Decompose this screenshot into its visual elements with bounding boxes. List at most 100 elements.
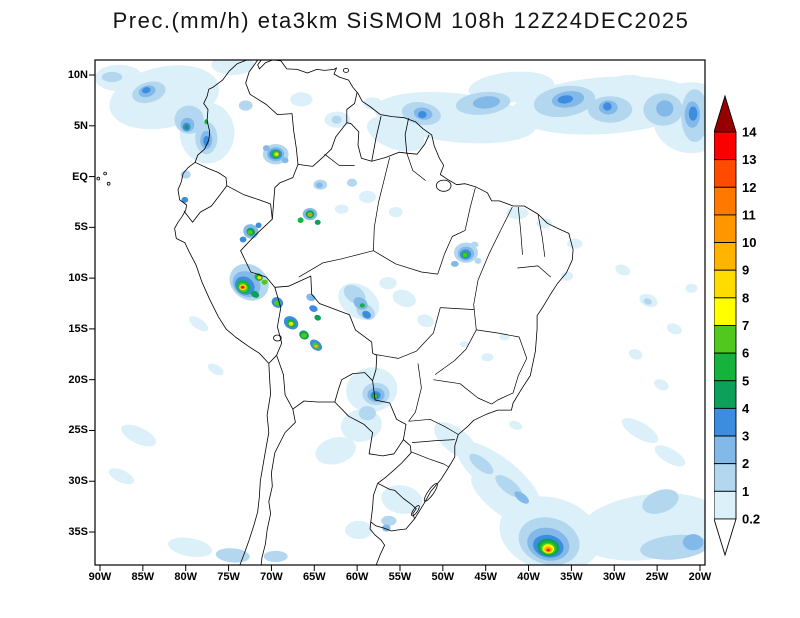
precip-cell bbox=[388, 207, 403, 218]
state-border bbox=[440, 307, 475, 310]
country-border bbox=[404, 118, 409, 154]
colorbar-label: 5 bbox=[742, 373, 749, 388]
country-border bbox=[240, 218, 276, 288]
precip-cell bbox=[180, 170, 191, 179]
x-axis-label: 30W bbox=[602, 571, 626, 583]
colorbar-box bbox=[714, 159, 737, 188]
country-border bbox=[297, 122, 352, 167]
precip-cell bbox=[261, 279, 268, 285]
colorbar-label: 4 bbox=[742, 401, 750, 416]
colorbar-box bbox=[714, 186, 737, 216]
colorbar-box bbox=[714, 380, 737, 409]
state-border bbox=[410, 451, 449, 468]
precip-cell bbox=[288, 321, 294, 326]
precip-cell bbox=[557, 95, 574, 104]
colorbar-label: 2 bbox=[742, 456, 749, 471]
precip-cell bbox=[470, 241, 479, 248]
precip-cell bbox=[628, 348, 643, 360]
precip-cell bbox=[392, 289, 416, 308]
map-plot bbox=[89, 59, 706, 571]
y-axis-label: 10N bbox=[67, 69, 88, 81]
precip-cell bbox=[685, 283, 698, 293]
colorbar-label: 0.2 bbox=[742, 512, 760, 527]
precip-cell bbox=[314, 314, 322, 321]
country-border bbox=[260, 409, 296, 565]
lake-titicaca bbox=[273, 334, 282, 342]
colorbar-box bbox=[714, 269, 737, 299]
precip-cell bbox=[274, 152, 279, 156]
country-border bbox=[274, 287, 283, 356]
precip-cell bbox=[362, 310, 371, 319]
country-border bbox=[276, 355, 294, 410]
map-borders bbox=[96, 60, 574, 565]
colorbar-label: 3 bbox=[742, 429, 749, 444]
x-axis-label: 70W bbox=[260, 571, 283, 583]
precip-cell bbox=[546, 549, 550, 552]
precip-cell bbox=[381, 515, 397, 526]
y-axis-label: 30S bbox=[68, 475, 88, 488]
colorbar-box bbox=[714, 435, 737, 465]
state-border bbox=[464, 187, 476, 231]
precip-cell bbox=[666, 323, 682, 335]
x-axis-label: 50W bbox=[431, 571, 455, 583]
state-border bbox=[324, 153, 355, 166]
lagoa-mirim bbox=[411, 505, 420, 517]
tick-marks bbox=[89, 74, 701, 571]
precip-cell bbox=[450, 260, 459, 267]
colorbar-label: 8 bbox=[742, 290, 749, 305]
precip-cell bbox=[418, 111, 427, 119]
precip-cell bbox=[314, 344, 318, 348]
precip-cell bbox=[346, 178, 358, 187]
country-border bbox=[194, 161, 228, 186]
colorbar-label: 6 bbox=[742, 346, 749, 361]
y-axis-label: EQ bbox=[72, 170, 88, 183]
precip-cell bbox=[301, 333, 307, 338]
precip-cell bbox=[257, 276, 262, 280]
x-axis-label: 60W bbox=[345, 571, 369, 583]
colorbar-label: 14 bbox=[742, 125, 757, 140]
state-border bbox=[416, 307, 441, 352]
precip-cell bbox=[203, 135, 210, 147]
plot-title: Prec.(mm/h) eta3km SiSMOM 108h 12Z24DEC2… bbox=[112, 8, 690, 33]
precip-cell bbox=[239, 236, 247, 243]
precip-cell bbox=[460, 341, 469, 348]
precip-cell bbox=[474, 257, 482, 264]
country-border bbox=[274, 275, 378, 381]
y-axis-label: 35S bbox=[68, 526, 88, 539]
precip-cell bbox=[642, 489, 679, 514]
country-border bbox=[334, 401, 404, 457]
colorbar-bottom-arrow bbox=[714, 518, 737, 557]
precip-cell bbox=[367, 116, 425, 152]
country-border bbox=[371, 116, 382, 162]
precip-cell bbox=[688, 106, 698, 121]
country-border bbox=[245, 60, 299, 165]
x-axis-label: 65W bbox=[302, 571, 326, 583]
state-border bbox=[373, 250, 438, 275]
country-border bbox=[268, 355, 277, 364]
precip-cell bbox=[509, 420, 523, 430]
lagoa-dos-patos bbox=[423, 483, 438, 502]
x-axis-label: 35W bbox=[560, 571, 583, 583]
precip-cell bbox=[358, 190, 376, 203]
y-axis-label: 5N bbox=[73, 119, 88, 132]
country-border bbox=[377, 439, 412, 484]
precip-cell bbox=[121, 424, 157, 447]
coastline bbox=[174, 60, 574, 565]
precip-field bbox=[95, 60, 705, 565]
state-border bbox=[537, 214, 546, 257]
country-border bbox=[372, 380, 407, 440]
country-border bbox=[370, 483, 379, 522]
precip-cell bbox=[290, 92, 313, 107]
country-border bbox=[406, 134, 430, 155]
precip-cell bbox=[567, 238, 583, 249]
precip-cell bbox=[379, 277, 397, 290]
precip-cell bbox=[142, 87, 151, 94]
colorbar-box bbox=[714, 352, 737, 382]
precip-cell bbox=[359, 303, 365, 308]
precip-cell bbox=[181, 196, 189, 203]
precip-cell bbox=[621, 418, 659, 443]
precip-cell bbox=[247, 230, 253, 235]
x-axis-label: 80W bbox=[174, 571, 198, 583]
colorbar: 14 13 12 11 10 9 8 7 6 5 4 3 2 1 0.2 bbox=[714, 94, 760, 557]
state-border bbox=[476, 329, 528, 359]
